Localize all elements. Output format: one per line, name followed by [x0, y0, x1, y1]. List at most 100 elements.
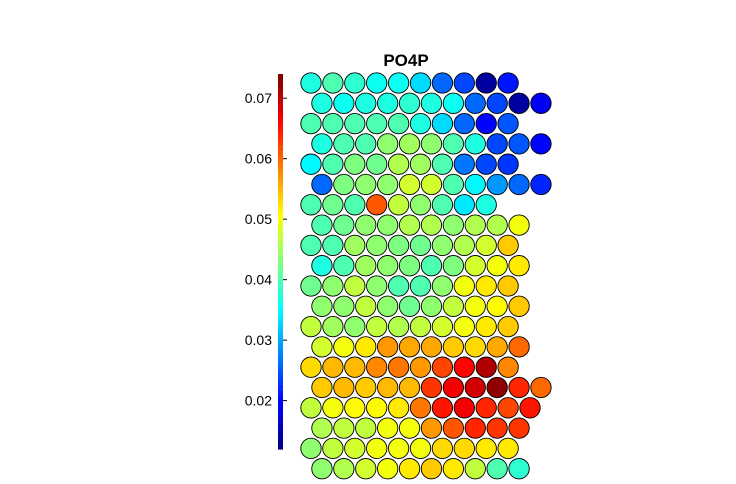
- som-unit-cell: [508, 173, 530, 196]
- som-unit-cell: [311, 295, 333, 317]
- colorbar-segment: [278, 290, 283, 298]
- som-unit-cell: [442, 336, 464, 358]
- som-unit-cell: [322, 194, 344, 216]
- colorbar-segment: [278, 372, 283, 380]
- som-unit-cell: [486, 133, 508, 155]
- som-unit-cell: [453, 315, 475, 338]
- som-unit-cell: [508, 295, 530, 317]
- som-unit-cell: [475, 315, 497, 338]
- som-unit-cell: [409, 437, 432, 460]
- som-unit-cell: [508, 458, 530, 480]
- som-unit-cell: [431, 437, 454, 460]
- som-unit-cell: [464, 336, 486, 358]
- som-unit-cell: [333, 214, 355, 236]
- som-unit-cell: [376, 376, 399, 399]
- colorbar-segment: [278, 378, 283, 386]
- som-unit-cell: [431, 275, 454, 297]
- som-unit-cell: [300, 315, 322, 338]
- som-unit-cell: [431, 72, 454, 94]
- som-unit-cell: [322, 153, 344, 175]
- colorbar-tick-label: 0.05: [245, 211, 272, 227]
- colorbar-segment: [278, 238, 283, 245]
- som-unit-cell: [486, 458, 508, 480]
- som-unit-cell: [420, 336, 443, 358]
- som-unit-cell: [486, 214, 508, 236]
- som-unit-cell: [322, 72, 344, 94]
- som-unit-cell: [497, 112, 519, 135]
- som-unit-cell: [442, 133, 464, 155]
- som-unit-cell: [464, 173, 486, 196]
- som-unit-cell: [398, 214, 421, 236]
- som-unit-cell: [311, 255, 333, 277]
- som-unit-cell: [453, 275, 475, 297]
- colorbar-segment: [278, 79, 283, 87]
- som-unit-cell: [464, 214, 486, 236]
- som-unit-cell: [420, 458, 443, 480]
- som-unit-cell: [409, 275, 432, 297]
- colorbar-tick-label: 0.02: [245, 393, 272, 409]
- som-unit-cell: [344, 194, 366, 216]
- som-unit-cell: [344, 153, 366, 175]
- som-unit-cell: [355, 336, 377, 358]
- som-unit-cell: [486, 92, 508, 114]
- som-unit-cell: [475, 275, 497, 297]
- som-unit-cell: [420, 92, 443, 114]
- colorbar-segment: [278, 402, 283, 409]
- som-unit-cell: [453, 72, 475, 94]
- som-unit-cell: [431, 112, 454, 135]
- som-unit-cell: [387, 153, 410, 175]
- som-unit-cell: [508, 92, 530, 114]
- som-unit-cell: [300, 72, 322, 94]
- som-unit-cell: [475, 234, 497, 257]
- som-unit-cell: [431, 194, 454, 216]
- som-unit-cell: [355, 173, 377, 196]
- som-unit-cell: [453, 356, 475, 378]
- som-unit-cell: [442, 173, 464, 196]
- colorbar-segment: [278, 202, 283, 210]
- colorbar-segment: [278, 208, 283, 216]
- som-unit-cell: [311, 336, 333, 358]
- som-unit-cell: [475, 397, 497, 419]
- som-unit-cell: [300, 275, 322, 297]
- som-unit-cell: [398, 173, 421, 196]
- som-unit-cell: [333, 458, 355, 480]
- som-unit-cell: [366, 234, 388, 257]
- colorbar-segment: [278, 91, 283, 99]
- som-unit-cell: [420, 214, 443, 236]
- som-unit-cell: [300, 153, 322, 175]
- colorbar-tick-label: 0.03: [245, 332, 272, 348]
- som-unit-cell: [387, 112, 410, 135]
- som-unit-cell: [464, 92, 486, 114]
- som-unit-cell: [311, 133, 333, 155]
- colorbar-segment: [278, 138, 283, 145]
- som-unit-cell: [366, 194, 388, 216]
- som-unit-cell: [475, 194, 497, 216]
- colorbar-segment: [278, 261, 283, 268]
- colorbar-segment: [278, 407, 283, 415]
- colorbar-segment: [278, 103, 283, 110]
- som-unit-cell: [508, 214, 530, 236]
- som-unit-cell: [300, 437, 322, 460]
- som-unit-cell: [409, 194, 432, 216]
- colorbar-segment: [278, 85, 283, 93]
- som-unit-cell: [508, 417, 530, 439]
- colorbar-segment: [278, 431, 283, 438]
- som-unit-cell: [442, 376, 464, 399]
- som-unit-cell: [431, 356, 454, 378]
- colorbar-segment: [278, 366, 283, 374]
- som-unit-cell: [355, 417, 377, 439]
- som-unit-cell: [475, 356, 497, 378]
- som-unit-cell: [464, 133, 486, 155]
- som-unit-cell: [453, 234, 475, 257]
- som-unit-cell: [497, 356, 519, 378]
- som-unit-cell: [387, 194, 410, 216]
- colorbar-segment: [278, 349, 283, 356]
- som-unit-cell: [442, 295, 464, 317]
- som-unit-cell: [366, 397, 388, 419]
- colorbar-segment: [278, 302, 283, 309]
- som-unit-cell: [322, 315, 344, 338]
- som-unit-cell: [333, 255, 355, 277]
- colorbar-segment: [278, 185, 283, 192]
- som-unit-cell: [420, 133, 443, 155]
- colorbar-segment: [278, 144, 283, 151]
